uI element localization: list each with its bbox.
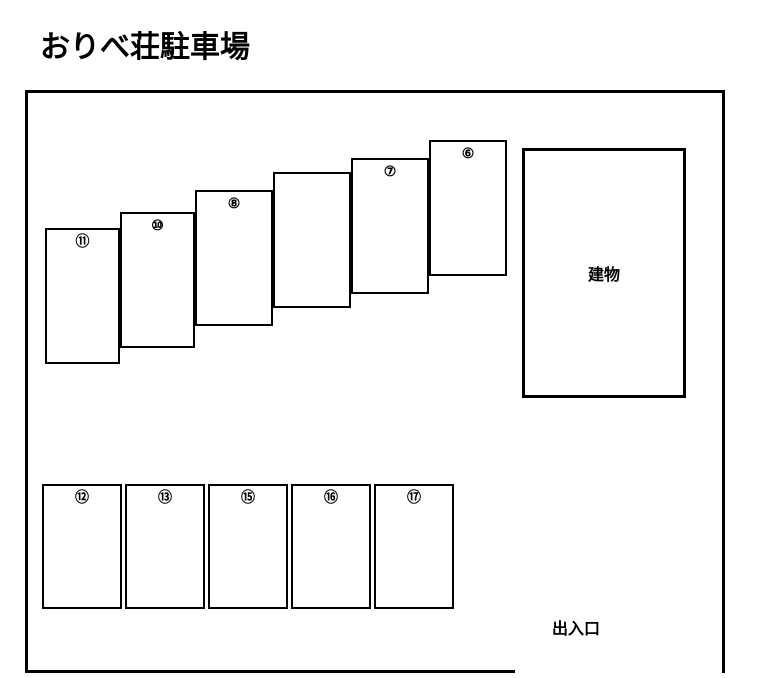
parking-spot: ⑦: [351, 158, 429, 294]
boundary-segment: [722, 90, 725, 673]
boundary-segment: [25, 670, 515, 673]
parking-spot: ⑫: [42, 484, 122, 609]
building-box: 建物: [522, 148, 686, 398]
parking-spot: ⑩: [120, 212, 195, 348]
building-label: 建物: [588, 261, 620, 285]
parking-spot-label: ⑬: [158, 490, 172, 504]
parking-spot-label: ⑧: [228, 196, 241, 210]
page-title: おりべ荘駐車場: [40, 22, 250, 66]
parking-spot-label: ⑯: [324, 490, 338, 504]
entrance-label: 出入口: [552, 615, 600, 639]
parking-spot-label: ⑮: [241, 490, 255, 504]
parking-spot: ⑯: [291, 484, 371, 609]
parking-spot: ⑪: [45, 228, 120, 364]
boundary-segment: [25, 90, 725, 93]
parking-spot-label: ⑰: [407, 490, 421, 504]
parking-spot: ⑮: [208, 484, 288, 609]
parking-spot: ⑬: [125, 484, 205, 609]
parking-spot: [273, 172, 351, 308]
boundary-segment: [25, 90, 28, 673]
parking-spot-label: ⑩: [151, 218, 164, 232]
parking-spot-label: ⑥: [462, 146, 475, 160]
parking-spot: ⑰: [374, 484, 454, 609]
parking-spot-label: ⑪: [76, 234, 90, 248]
parking-spot: ⑥: [429, 140, 507, 276]
parking-spot-label: ⑦: [384, 164, 397, 178]
parking-spot: ⑧: [195, 190, 273, 326]
parking-spot-label: ⑫: [75, 490, 89, 504]
